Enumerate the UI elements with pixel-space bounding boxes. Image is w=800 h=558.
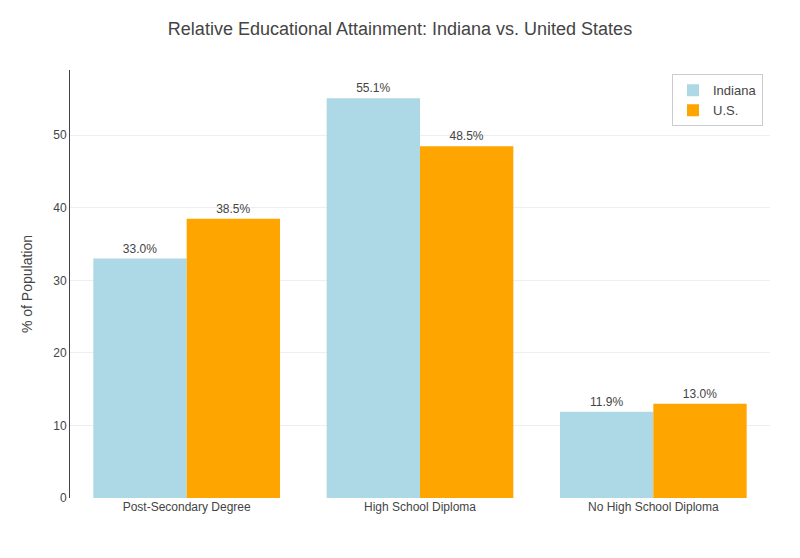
svg-text:U.S.: U.S.: [713, 103, 738, 118]
svg-text:High School Diploma: High School Diploma: [364, 500, 476, 514]
svg-text:0: 0: [60, 491, 67, 505]
svg-text:38.5%: 38.5%: [216, 202, 250, 216]
svg-text:11.9%: 11.9%: [590, 395, 623, 409]
svg-text:Post-Secondary Degree: Post-Secondary Degree: [123, 500, 251, 514]
svg-text:% of Population: % of Population: [19, 235, 35, 333]
svg-text:30: 30: [53, 274, 67, 288]
svg-text:13.0%: 13.0%: [683, 387, 717, 401]
svg-text:10: 10: [53, 419, 67, 433]
svg-text:33.0%: 33.0%: [123, 242, 157, 256]
svg-text:20: 20: [53, 346, 67, 360]
svg-text:Relative Educational Attainmen: Relative Educational Attainment: Indiana…: [168, 19, 632, 39]
svg-text:48.5%: 48.5%: [449, 129, 483, 143]
svg-text:55.1%: 55.1%: [356, 81, 390, 95]
svg-text:No High School Diploma: No High School Diploma: [588, 500, 719, 514]
svg-text:Indiana: Indiana: [713, 83, 756, 98]
svg-text:40: 40: [53, 201, 67, 215]
svg-text:50: 50: [53, 128, 67, 142]
